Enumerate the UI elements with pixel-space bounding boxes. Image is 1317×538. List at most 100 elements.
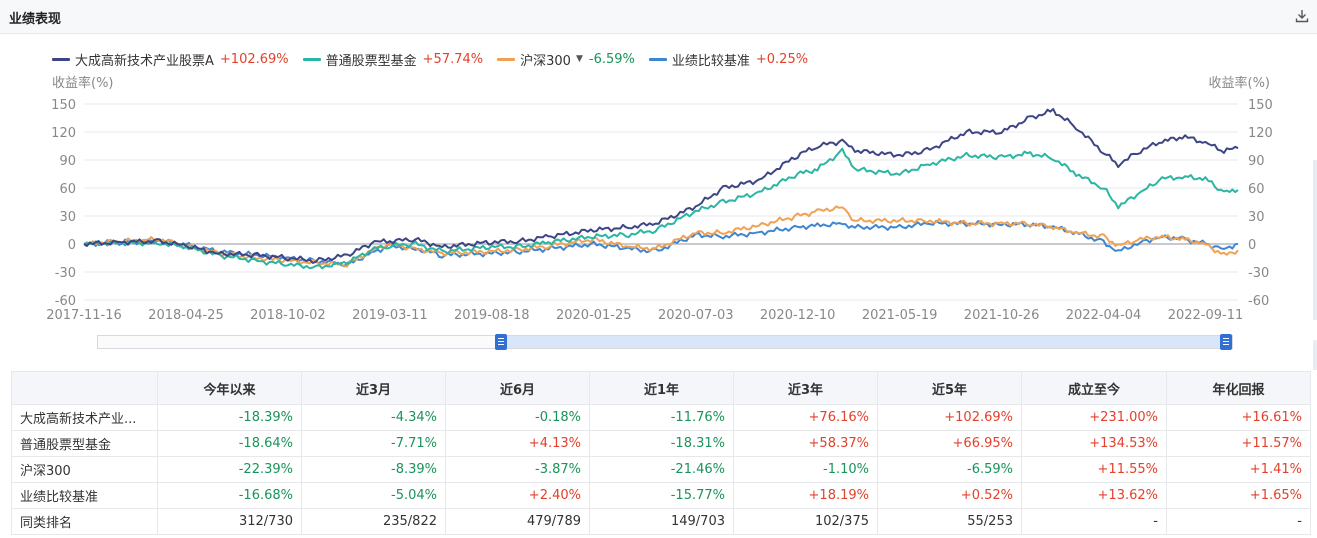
legend-item[interactable]: 大成高新技术产业股票A +102.69% [52, 50, 289, 69]
row-label: 业绩比较基准 [11, 482, 158, 509]
legend-item[interactable]: 沪深300 ▼ -6.59% [497, 50, 635, 69]
table-cell: -22.39% [157, 456, 302, 483]
table-cell: -5.04% [301, 482, 446, 509]
table-cell: +76.16% [733, 404, 878, 431]
legend-label: 业绩比较基准 [671, 53, 750, 69]
table-header-cell: 近5年 [877, 371, 1022, 405]
table-row: 沪深300 -22.39% -8.39% -3.87% -21.46% -1.10% -6.… [11, 456, 1311, 483]
y-tick-label-left: -30 [55, 266, 76, 281]
table-cell: 235/822 [301, 508, 446, 535]
side-tab [1313, 340, 1317, 370]
row-label: 大成高新技术产业... [11, 404, 158, 431]
table-cell: -21.46% [589, 456, 734, 483]
table-cell: -18.64% [157, 430, 302, 457]
x-tick-label: 2017-11-16 [46, 308, 122, 323]
table-cell: +58.37% [733, 430, 878, 457]
table-header-cell: 年化回报 [1166, 371, 1311, 405]
table-header-cell: 今年以来 [157, 371, 302, 405]
performance-table: 今年以来 近3月 近6月 近1年 近3年 近5年 成立至今 年化回报 大成高新技术产业... -… [11, 371, 1311, 535]
table-cell: +13.62% [1021, 482, 1167, 509]
x-tick-label: 2021-10-26 [964, 308, 1040, 323]
table-cell: -7.71% [301, 430, 446, 457]
table-cell: -11.76% [589, 404, 734, 431]
table-cell: -18.31% [589, 430, 734, 457]
table-cell: - [1021, 508, 1167, 535]
range-slider-selection[interactable] [501, 336, 1226, 348]
table-cell: -0.18% [445, 404, 590, 431]
y-tick-label-left: 90 [59, 154, 76, 169]
x-tick-label: 2018-10-02 [250, 308, 326, 323]
table-cell: +1.41% [1166, 456, 1311, 483]
x-tick-label: 2018-04-25 [148, 308, 224, 323]
table-cell: -6.59% [877, 456, 1022, 483]
table-cell: 312/730 [157, 508, 302, 535]
table-cell: +231.00% [1021, 404, 1167, 431]
x-tick-label: 2022-04-04 [1066, 308, 1142, 323]
range-slider-end-handle[interactable] [1220, 334, 1232, 350]
caret-down-icon[interactable]: ▼ [575, 54, 583, 64]
x-tick-label: 2022-09-11 [1168, 308, 1244, 323]
chart-legend: 大成高新技术产业股票A +102.69% 普通股票型基金 +57.74% 沪深300 ▼ -… [52, 50, 822, 69]
legend-return: +102.69% [219, 51, 289, 67]
y-tick-label-left: 30 [59, 210, 76, 225]
y-tick-label-left: 150 [51, 98, 76, 113]
table-cell: +11.57% [1166, 430, 1311, 457]
y-axis-title-right: 收益率(%) [1209, 75, 1271, 91]
table-cell: 149/703 [589, 508, 734, 535]
row-label: 普通股票型基金 [11, 430, 158, 457]
x-tick-label: 2019-08-18 [454, 308, 530, 323]
table-cell: +102.69% [877, 404, 1022, 431]
legend-item[interactable]: 业绩比较基准 +0.25% [648, 50, 809, 69]
table-cell: +16.61% [1166, 404, 1311, 431]
table-row: 同类排名 312/730 235/822 479/789 149/703 102/375 5… [11, 508, 1311, 535]
table-header-cell: 近6月 [445, 371, 590, 405]
table-cell: +1.65% [1166, 482, 1311, 509]
table-cell: +2.40% [445, 482, 590, 509]
download-icon[interactable] [1295, 9, 1309, 23]
table-header-cell: 近3年 [733, 371, 878, 405]
series-line [83, 108, 1239, 264]
y-tick-label-right: 120 [1248, 126, 1273, 141]
table-cell: +0.52% [877, 482, 1022, 509]
legend-return: -6.59% [588, 51, 635, 67]
legend-swatch [302, 57, 321, 61]
row-label: 同类排名 [11, 508, 158, 535]
table-cell: -15.77% [589, 482, 734, 509]
y-tick-label-left: -60 [55, 294, 76, 309]
performance-chart: 收益率(%) 收益率(%) 150 150 120 120 90 90 60 60 30 30 0 0 -3… [46, 75, 1273, 323]
y-tick-label-right: 0 [1248, 238, 1256, 253]
legend-swatch [497, 57, 516, 61]
table-cell: 479/789 [445, 508, 590, 535]
x-tick-label: 2019-03-11 [352, 308, 428, 323]
legend-item[interactable]: 普通股票型基金 +57.74% [302, 50, 483, 69]
legend-return: +0.25% [755, 51, 809, 67]
table-header-cell [11, 371, 158, 405]
table-cell: +134.53% [1021, 430, 1167, 457]
legend-label: 大成高新技术产业股票A [75, 53, 214, 69]
y-tick-label-right: 60 [1248, 182, 1265, 197]
legend-swatch [648, 57, 667, 61]
table-cell: - [1166, 508, 1311, 535]
table-row: 大成高新技术产业... -18.39% -4.34% -0.18% -11.76% +76… [11, 404, 1311, 431]
row-label: 沪深300 [11, 456, 158, 483]
legend-label: 沪深300 [520, 53, 571, 69]
y-tick-label-left: 0 [68, 238, 76, 253]
table-cell: -8.39% [301, 456, 446, 483]
panel-header: 业绩表现 [0, 0, 1317, 34]
table-cell: +4.13% [445, 430, 590, 457]
x-tick-label: 2020-07-03 [658, 308, 734, 323]
y-tick-label-right: 150 [1248, 98, 1273, 113]
table-cell: +66.95% [877, 430, 1022, 457]
range-slider-start-handle[interactable] [495, 334, 507, 350]
table-cell: -3.87% [445, 456, 590, 483]
y-tick-label-right: -30 [1248, 266, 1269, 281]
series-line [83, 147, 1239, 270]
x-tick-label: 2020-01-25 [556, 308, 632, 323]
y-tick-label-right: -60 [1248, 294, 1269, 309]
y-tick-label-right: 30 [1248, 210, 1265, 225]
table-cell: -1.10% [733, 456, 878, 483]
table-header-cell: 成立至今 [1021, 371, 1167, 405]
table-cell: -18.39% [157, 404, 302, 431]
table-cell: +18.19% [733, 482, 878, 509]
legend-label: 普通股票型基金 [325, 53, 417, 69]
